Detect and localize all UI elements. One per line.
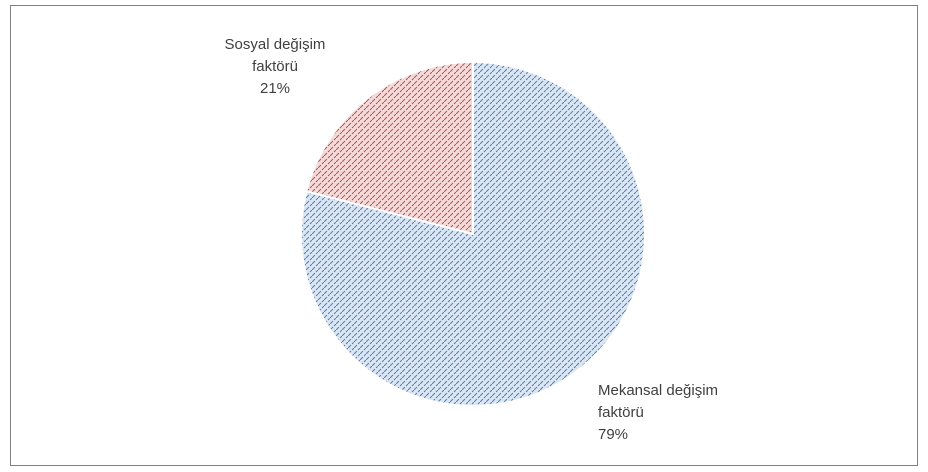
slice-name: Sosyal değişim faktörü: [224, 36, 326, 75]
slice-name: Mekansal değişim faktörü: [598, 382, 719, 421]
slice-percent: 21%: [259, 80, 291, 97]
data-label: Mekansal değişim faktörü 79%: [598, 380, 768, 446]
slice-percent: 79%: [598, 426, 629, 443]
data-label: Sosyal değişim faktörü 21%: [190, 34, 360, 100]
pie-slice: [305, 60, 474, 236]
